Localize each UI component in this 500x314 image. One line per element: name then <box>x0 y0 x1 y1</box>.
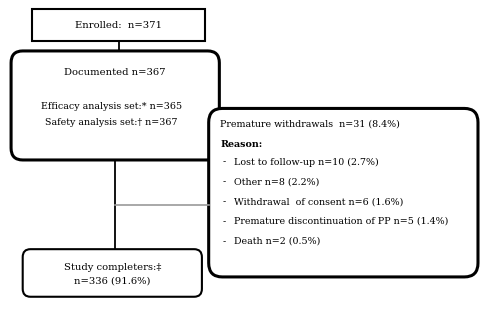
Text: Enrolled:  n=371: Enrolled: n=371 <box>75 21 162 30</box>
FancyBboxPatch shape <box>32 9 205 41</box>
Text: -: - <box>222 177 226 186</box>
Text: Death n=2 (0.5%): Death n=2 (0.5%) <box>234 237 320 246</box>
Text: Lost to follow-up n=10 (2.7%): Lost to follow-up n=10 (2.7%) <box>234 157 378 166</box>
Text: Other n=8 (2.2%): Other n=8 (2.2%) <box>234 177 320 186</box>
Text: Premature discontinuation of PP n=5 (1.4%): Premature discontinuation of PP n=5 (1.4… <box>234 217 448 226</box>
Text: Study completers:‡: Study completers:‡ <box>64 263 161 272</box>
Text: Efficacy analysis set:* n=365: Efficacy analysis set:* n=365 <box>41 102 182 111</box>
Text: n=336 (91.6%): n=336 (91.6%) <box>74 276 150 285</box>
Text: -: - <box>222 197 226 206</box>
FancyBboxPatch shape <box>208 108 478 277</box>
Text: Withdrawal  of consent n=6 (1.6%): Withdrawal of consent n=6 (1.6%) <box>234 197 404 206</box>
Text: Safety analysis set:† n=367: Safety analysis set:† n=367 <box>45 118 178 127</box>
Text: -: - <box>222 237 226 246</box>
FancyBboxPatch shape <box>22 249 202 297</box>
Text: Premature withdrawals  n=31 (8.4%): Premature withdrawals n=31 (8.4%) <box>220 120 400 129</box>
Text: -: - <box>222 157 226 166</box>
Text: Documented n=367: Documented n=367 <box>64 68 166 77</box>
Text: -: - <box>222 217 226 226</box>
FancyBboxPatch shape <box>11 51 220 160</box>
Text: Reason:: Reason: <box>220 140 262 149</box>
